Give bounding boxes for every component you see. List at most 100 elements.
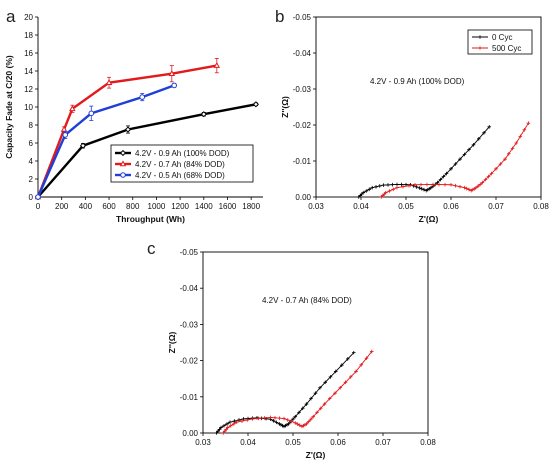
legend-box [467, 29, 533, 55]
data-point-minor [453, 162, 458, 166]
x-tick-label: 0.08 [420, 438, 436, 447]
data-point-minor [328, 375, 333, 379]
data-point-minor [262, 416, 267, 420]
data-point [503, 157, 507, 161]
data-point-minor [522, 128, 527, 132]
data-point [228, 420, 232, 424]
x-tick-label: 0.04 [240, 438, 256, 447]
x-tick-label: 600 [102, 202, 116, 211]
data-point-minor [518, 134, 523, 139]
data-point-minor [441, 174, 446, 179]
legend-marker [120, 172, 126, 178]
data-point-minor [467, 147, 471, 152]
y-tick-label: -0.03 [180, 320, 199, 329]
data-point-minor [467, 187, 471, 192]
data-point [221, 431, 226, 435]
legend-label: 4.2V - 0.5 Ah (68% DOD) [135, 171, 225, 180]
y-tick-label: 0 [29, 193, 34, 202]
panel-c-chart: 0.03 0.04 0.05 0.06 0.07 0.08 0.00 -0.01 -0.02 -0… [167, 248, 436, 460]
data-point-minor [274, 420, 279, 425]
data-point [370, 185, 375, 190]
panel-b-chart: 0.03 0.04 0.05 0.06 0.07 0.08 0.00 -0.01 -0.02 -0… [280, 13, 549, 224]
data-point-minor [315, 410, 319, 415]
data-point-minor [256, 416, 261, 421]
x-tick-label: 0 [36, 202, 41, 211]
y-tick-label: 18 [24, 31, 33, 40]
data-point-minor [443, 182, 447, 187]
data-point-minor [391, 187, 396, 192]
data-point-minor [506, 152, 511, 156]
y-tick-label: -0.03 [293, 85, 312, 94]
legend-label: 4.2V - 0.9 Ah (100% DOD) [135, 149, 230, 158]
y-tick-label: 0.00 [295, 193, 311, 202]
data-point [473, 186, 478, 190]
y-tick-label: -0.05 [180, 248, 199, 257]
chart-annotation: 4.2V - 0.9 Ah (100% DOD) [370, 77, 465, 86]
data-point-minor [271, 419, 276, 423]
data-point-minor [333, 391, 337, 395]
y-tick-label: -0.04 [180, 284, 199, 293]
y-axis-label: Z''(Ω) [167, 331, 177, 353]
y-tick-label: 12 [24, 85, 33, 94]
data-point [435, 180, 440, 185]
plot-frame [315, 16, 542, 198]
data-point [214, 431, 219, 435]
data-point [200, 111, 207, 118]
data-point [79, 142, 87, 149]
x-tick-label: 1400 [195, 202, 213, 211]
x-tick-label: 800 [126, 202, 140, 211]
y-tick-label: 10 [24, 103, 33, 112]
panel-letter-c: c [147, 239, 156, 258]
data-point [62, 132, 69, 138]
y-tick-label: -0.05 [293, 13, 312, 22]
data-point-minor [419, 182, 423, 187]
data-point [318, 385, 322, 390]
data-point [369, 349, 374, 354]
data-point-minor [401, 184, 405, 189]
data-point-minor [364, 189, 369, 193]
data-point [514, 141, 519, 145]
data-point [333, 369, 338, 374]
data-point [293, 421, 298, 425]
x-tick-label: 1600 [219, 202, 237, 211]
data-point [168, 70, 176, 76]
series-line [36, 64, 218, 198]
y-tick-label: -0.02 [293, 121, 312, 130]
data-point [69, 105, 76, 112]
data-point-minor [462, 152, 467, 157]
y-axis-label: Z''(Ω) [280, 96, 290, 118]
data-point-minor [377, 184, 382, 188]
data-point-minor [486, 174, 491, 179]
x-tick-label: 0.05 [398, 202, 414, 211]
data-point [487, 125, 492, 129]
series-line [216, 352, 355, 434]
data-point-minor [216, 429, 220, 433]
data-point [489, 171, 494, 176]
y-tick-label: 20 [24, 13, 33, 22]
data-point-minor [453, 183, 458, 188]
data-point-minor [345, 357, 350, 361]
data-point-minor [240, 419, 244, 423]
data-point [458, 157, 462, 161]
legend-marker [478, 35, 482, 39]
data-point [395, 185, 399, 190]
data-point-minor [399, 182, 404, 187]
y-tick-label: -0.02 [180, 357, 199, 366]
x-tick-label: 1000 [148, 202, 166, 211]
x-tick-label: 0.03 [195, 438, 211, 447]
series-line [358, 126, 490, 198]
data-point [124, 126, 132, 133]
y-tick-label: 14 [24, 67, 33, 76]
data-point-minor [295, 422, 300, 426]
legend-label: 4.2V - 0.7 Ah (84% DOD) [135, 160, 225, 169]
x-tick-label: 0.07 [375, 438, 391, 447]
data-point-minor [478, 182, 483, 187]
data-point-minor [438, 177, 443, 182]
y-tick-label: 2 [29, 175, 34, 184]
data-point-minor [222, 423, 226, 428]
data-point-minor [285, 418, 290, 422]
data-point [35, 194, 41, 200]
data-point-minor [309, 417, 313, 421]
data-point-minor [327, 396, 332, 401]
